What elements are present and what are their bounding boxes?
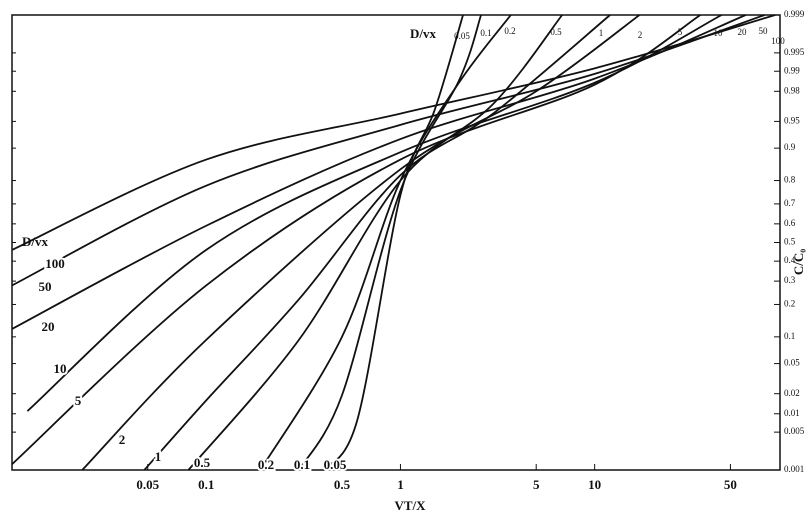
y-tick-label: 0.02 (784, 388, 800, 398)
curve-label: 20 (42, 319, 55, 334)
curve-label: 2 (119, 432, 126, 447)
curve-label: 0.05 (324, 457, 347, 472)
y-tick-label: 0.98 (784, 85, 800, 95)
plot-frame (11, 14, 781, 471)
y-tick-label: 0.3 (784, 275, 796, 285)
y-tick-label: 0.9 (784, 142, 796, 152)
y-tick-label: 0.2 (784, 299, 795, 309)
y-tick-label: 0.005 (784, 426, 805, 436)
x-tick-label: 5 (533, 477, 540, 492)
y-tick-label: 0.6 (784, 218, 796, 228)
series-label: D/vx (410, 26, 437, 41)
curve (322, 14, 464, 471)
curve-label: 10 (54, 361, 67, 376)
curve-label: 1 (155, 449, 162, 464)
y-axis-label: C/C₀ (791, 249, 806, 275)
series-label: D/vx (22, 234, 49, 249)
curve-label-top: 50 (759, 26, 769, 36)
curve (187, 14, 563, 471)
curve (11, 14, 776, 251)
x-tick-label: 10 (588, 477, 601, 492)
y-tick-label: 0.7 (784, 198, 796, 208)
y-tick-label: 0.1 (784, 331, 795, 341)
curve-label: 0.2 (258, 457, 274, 472)
curve (11, 14, 765, 287)
curve-label: 0.5 (194, 455, 211, 470)
y-tick-label: 0.01 (784, 408, 800, 418)
y-tick-label: 0.8 (784, 175, 796, 185)
x-axis-label: VT/X (394, 498, 426, 513)
curve-label: 5 (75, 393, 82, 408)
curve-label: 0.05 (324, 457, 347, 472)
curve-label: 20 (42, 319, 55, 334)
curve-label-top: 0.1 (480, 28, 491, 38)
curve (81, 14, 640, 471)
y-tick-label: 0.999 (784, 9, 805, 19)
curve (26, 14, 722, 412)
curve-label-top: 1 (599, 28, 604, 38)
curve (11, 14, 747, 330)
x-tick-label: 0.5 (334, 477, 351, 492)
y-tick-label: 0.5 (784, 237, 796, 247)
x-tick-label: 0.1 (198, 477, 214, 492)
y-tick-label: 0.001 (784, 464, 804, 474)
curve-label-top: 0.5 (550, 27, 562, 37)
curve-label: 0.1 (294, 457, 310, 472)
curve-label: 50 (39, 279, 52, 294)
y-tick-label: 0.995 (784, 47, 805, 57)
y-tick-label: 0.4 (784, 255, 796, 265)
curve-label: 0.5 (194, 455, 211, 470)
curve-label: 100 (45, 256, 65, 271)
curve-label: 50 (39, 279, 52, 294)
x-tick-label: 0.05 (136, 477, 159, 492)
curve-label: 2 (119, 432, 126, 447)
curve-label-top: 20 (738, 27, 748, 37)
curve-label: 100 (45, 256, 65, 271)
y-tick-label: 0.05 (784, 358, 800, 368)
curve-label: 10 (54, 361, 67, 376)
curve-label: 1 (155, 449, 162, 464)
curve (259, 14, 512, 471)
y-tick-label: 0.95 (784, 115, 800, 125)
curve (298, 14, 482, 471)
curve-label-top: 0.05 (454, 31, 470, 41)
curve-label: 0.2 (258, 457, 274, 472)
curve-label-top: 5 (678, 27, 683, 37)
y-tick-label: 0.99 (784, 65, 800, 75)
curve-label-top: 2 (638, 30, 643, 40)
curve-label-top: 0.2 (504, 26, 515, 36)
curve-label: 0.1 (294, 457, 310, 472)
curve-label: 5 (75, 393, 82, 408)
x-tick-label: 50 (724, 477, 737, 492)
x-tick-label: 1 (397, 477, 404, 492)
curve-label-top: 100 (771, 36, 785, 46)
